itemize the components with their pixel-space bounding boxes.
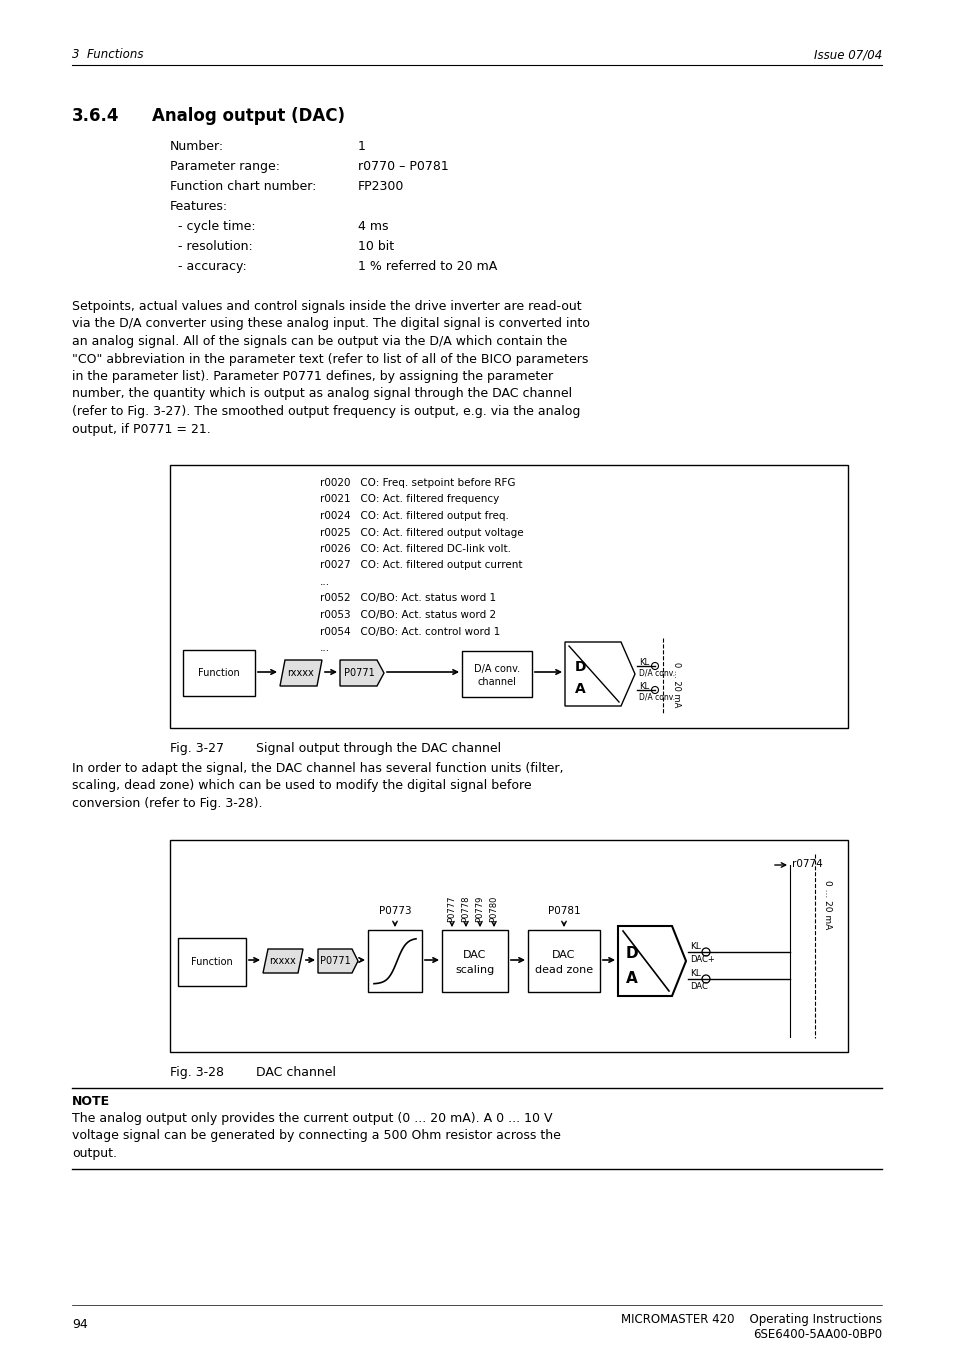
Text: 4 ms: 4 ms: [357, 220, 388, 232]
Text: NOTE: NOTE: [71, 1096, 110, 1108]
Text: DAC: DAC: [689, 982, 707, 992]
Text: P0771: P0771: [319, 957, 350, 966]
Text: r0024   CO: Act. filtered output freq.: r0024 CO: Act. filtered output freq.: [319, 511, 508, 521]
Text: output.: output.: [71, 1147, 117, 1161]
Text: DAC+: DAC+: [689, 955, 714, 965]
Text: 1: 1: [357, 141, 366, 153]
Text: r0054   CO/BO: Act. control word 1: r0054 CO/BO: Act. control word 1: [319, 627, 499, 636]
Text: P0781: P0781: [547, 907, 579, 916]
Text: r0026   CO: Act. filtered DC-link volt.: r0026 CO: Act. filtered DC-link volt.: [319, 544, 511, 554]
Text: output, if P0771 = 21.: output, if P0771 = 21.: [71, 423, 211, 435]
Text: The analog output only provides the current output (0 ... 20 mA). A 0 ... 10 V: The analog output only provides the curr…: [71, 1112, 552, 1125]
Bar: [178, 938, 246, 986]
Text: scaling, dead zone) which can be used to modify the digital signal before: scaling, dead zone) which can be used to…: [71, 780, 531, 793]
Text: P0778: P0778: [461, 896, 470, 921]
Bar: [170, 465, 847, 728]
Text: DAC: DAC: [552, 950, 575, 961]
Text: D/A conv.: D/A conv.: [639, 693, 675, 703]
Text: KL: KL: [689, 969, 700, 978]
Text: D: D: [575, 661, 586, 674]
Text: r0774: r0774: [791, 859, 821, 869]
Polygon shape: [280, 661, 322, 686]
Text: via the D/A converter using these analog input. The digital signal is converted : via the D/A converter using these analog…: [71, 317, 589, 331]
Text: Fig. 3-27        Signal output through the DAC channel: Fig. 3-27 Signal output through the DAC …: [170, 742, 500, 755]
Polygon shape: [618, 925, 685, 996]
Text: FP2300: FP2300: [357, 180, 404, 193]
Text: ...: ...: [319, 577, 330, 586]
Polygon shape: [263, 948, 303, 973]
Text: MICROMASTER 420    Operating Instructions: MICROMASTER 420 Operating Instructions: [620, 1313, 882, 1325]
Text: 94: 94: [71, 1319, 88, 1331]
Text: rxxxx: rxxxx: [270, 957, 296, 966]
Text: number, the quantity which is output as analog signal through the DAC channel: number, the quantity which is output as …: [71, 388, 572, 400]
Bar: [461, 651, 532, 697]
Text: P0780: P0780: [489, 896, 498, 921]
Bar: [170, 840, 847, 1052]
Text: "CO" abbreviation in the parameter text (refer to list of all of the BICO parame: "CO" abbreviation in the parameter text …: [71, 353, 588, 366]
Text: D/A conv.: D/A conv.: [474, 663, 519, 674]
Text: Issue 07/04: Issue 07/04: [813, 49, 882, 61]
Text: - accuracy:: - accuracy:: [170, 259, 247, 273]
Text: r0052   CO/BO: Act. status word 1: r0052 CO/BO: Act. status word 1: [319, 593, 496, 604]
Text: Setpoints, actual values and control signals inside the drive inverter are read-: Setpoints, actual values and control sig…: [71, 300, 581, 313]
Text: In order to adapt the signal, the DAC channel has several function units (filter: In order to adapt the signal, the DAC ch…: [71, 762, 563, 775]
Text: ...: ...: [319, 643, 330, 653]
Text: A: A: [575, 682, 585, 696]
Text: r0020   CO: Freq. setpoint before RFG: r0020 CO: Freq. setpoint before RFG: [319, 478, 515, 488]
Text: Analog output (DAC): Analog output (DAC): [152, 107, 345, 126]
Text: rxxxx: rxxxx: [287, 667, 314, 678]
Text: KL: KL: [689, 942, 700, 951]
Text: r0021   CO: Act. filtered frequency: r0021 CO: Act. filtered frequency: [319, 494, 498, 504]
Text: r0025   CO: Act. filtered output voltage: r0025 CO: Act. filtered output voltage: [319, 527, 523, 538]
Text: KL: KL: [639, 682, 648, 690]
Text: 10 bit: 10 bit: [357, 240, 394, 253]
Text: (refer to Fig. 3-27). The smoothed output frequency is output, e.g. via the anal: (refer to Fig. 3-27). The smoothed outpu…: [71, 405, 579, 417]
Text: r0027   CO: Act. filtered output current: r0027 CO: Act. filtered output current: [319, 561, 522, 570]
Text: Function: Function: [198, 667, 239, 678]
Text: an analog signal. All of the signals can be output via the D/A which contain the: an analog signal. All of the signals can…: [71, 335, 567, 349]
Bar: [527, 929, 599, 992]
Text: 3  Functions: 3 Functions: [71, 49, 143, 61]
Text: channel: channel: [477, 677, 516, 688]
Text: D/A conv.: D/A conv.: [639, 669, 675, 678]
Text: P0771: P0771: [343, 667, 374, 678]
Text: 0 ... 20 mA: 0 ... 20 mA: [672, 662, 680, 708]
Text: D: D: [625, 946, 638, 961]
Text: r0053   CO/BO: Act. status word 2: r0053 CO/BO: Act. status word 2: [319, 611, 496, 620]
Text: KL: KL: [639, 658, 648, 667]
Text: Function: Function: [191, 957, 233, 967]
Text: P0779: P0779: [475, 896, 484, 921]
Text: Number:: Number:: [170, 141, 224, 153]
Bar: [441, 929, 507, 992]
Text: voltage signal can be generated by connecting a 500 Ohm resistor across the: voltage signal can be generated by conne…: [71, 1129, 560, 1143]
Bar: [368, 929, 421, 992]
Polygon shape: [564, 642, 635, 707]
Text: Fig. 3-28        DAC channel: Fig. 3-28 DAC channel: [170, 1066, 335, 1079]
Text: in the parameter list). Parameter P0771 defines, by assigning the parameter: in the parameter list). Parameter P0771 …: [71, 370, 553, 382]
Text: 1 % referred to 20 mA: 1 % referred to 20 mA: [357, 259, 497, 273]
Text: Features:: Features:: [170, 200, 228, 213]
Text: - resolution:: - resolution:: [170, 240, 253, 253]
Text: 3.6.4: 3.6.4: [71, 107, 119, 126]
Text: A: A: [625, 971, 638, 986]
Text: - cycle time:: - cycle time:: [170, 220, 255, 232]
Text: r0770 – P0781: r0770 – P0781: [357, 159, 448, 173]
Text: dead zone: dead zone: [535, 965, 593, 975]
Polygon shape: [339, 661, 384, 686]
Text: Function chart number:: Function chart number:: [170, 180, 316, 193]
Text: P0777: P0777: [447, 896, 456, 921]
Text: 0 ... 20 mA: 0 ... 20 mA: [822, 880, 832, 929]
Text: conversion (refer to Fig. 3-28).: conversion (refer to Fig. 3-28).: [71, 797, 262, 811]
Text: 6SE6400-5AA00-0BP0: 6SE6400-5AA00-0BP0: [752, 1328, 882, 1342]
Text: DAC: DAC: [463, 950, 486, 961]
Text: Parameter range:: Parameter range:: [170, 159, 280, 173]
Text: P0773: P0773: [378, 907, 411, 916]
Text: scaling: scaling: [455, 965, 494, 975]
Polygon shape: [317, 948, 357, 973]
Bar: [183, 650, 254, 696]
